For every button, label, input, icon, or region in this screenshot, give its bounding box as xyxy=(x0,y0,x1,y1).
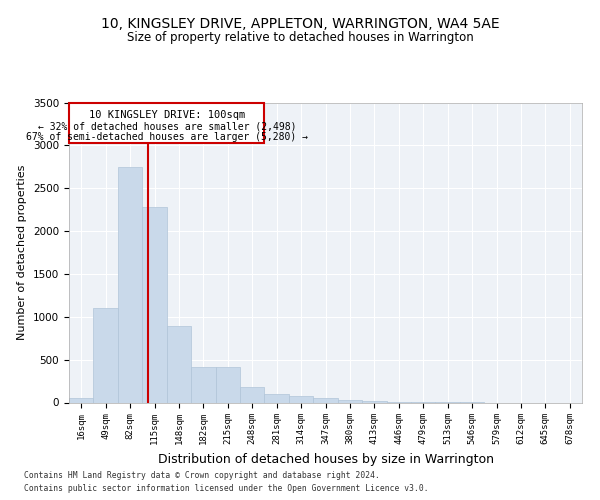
Bar xyxy=(118,167,142,402)
Text: 67% of semi-detached houses are larger (5,280) →: 67% of semi-detached houses are larger (… xyxy=(26,132,308,141)
Text: Contains public sector information licensed under the Open Government Licence v3: Contains public sector information licen… xyxy=(24,484,428,493)
Text: ← 32% of detached houses are smaller (2,498): ← 32% of detached houses are smaller (2,… xyxy=(38,122,296,132)
Bar xyxy=(191,366,215,402)
Bar xyxy=(362,401,386,402)
Bar xyxy=(94,308,118,402)
Text: Contains HM Land Registry data © Crown copyright and database right 2024.: Contains HM Land Registry data © Crown c… xyxy=(24,470,380,480)
Y-axis label: Number of detached properties: Number of detached properties xyxy=(17,165,28,340)
Text: 10, KINGSLEY DRIVE, APPLETON, WARRINGTON, WA4 5AE: 10, KINGSLEY DRIVE, APPLETON, WARRINGTON… xyxy=(101,18,499,32)
Text: 10 KINGSLEY DRIVE: 100sqm: 10 KINGSLEY DRIVE: 100sqm xyxy=(89,110,245,120)
Bar xyxy=(338,400,362,402)
FancyBboxPatch shape xyxy=(70,104,265,143)
Bar xyxy=(265,394,289,402)
Bar xyxy=(240,386,265,402)
Bar xyxy=(69,398,94,402)
Bar xyxy=(289,396,313,402)
Bar xyxy=(142,207,167,402)
Bar xyxy=(313,398,338,402)
Text: Size of property relative to detached houses in Warrington: Size of property relative to detached ho… xyxy=(127,31,473,44)
Bar xyxy=(167,326,191,402)
Bar xyxy=(215,366,240,402)
X-axis label: Distribution of detached houses by size in Warrington: Distribution of detached houses by size … xyxy=(157,453,493,466)
